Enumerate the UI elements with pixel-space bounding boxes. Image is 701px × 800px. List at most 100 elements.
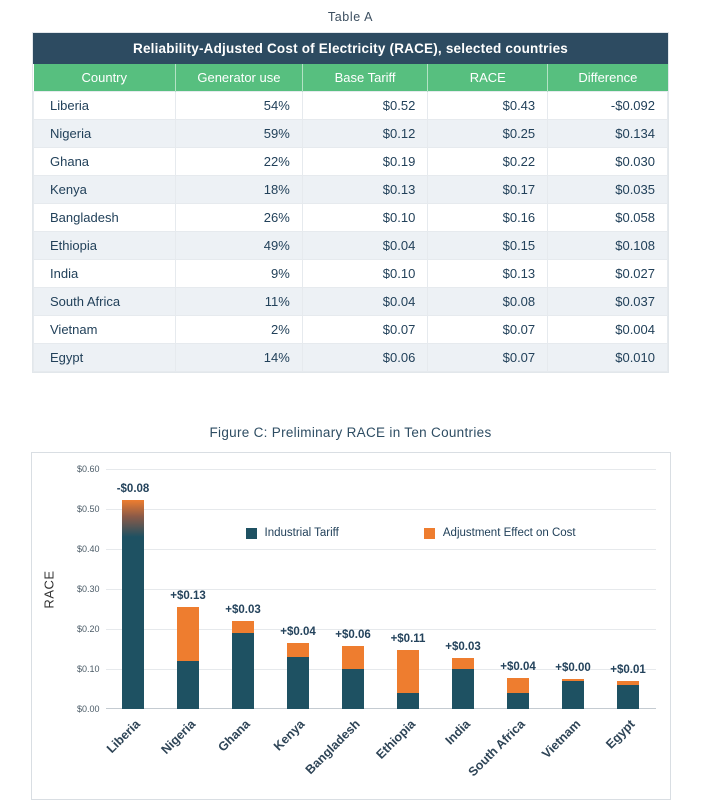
bar-annotation-india: +$0.03 xyxy=(445,641,481,654)
bar-annotation-nigeria: +$0.13 xyxy=(170,590,206,603)
bar-segment-tariff xyxy=(232,633,254,709)
value-cell: $0.43 xyxy=(427,91,549,120)
y-tick-label: $0.10 xyxy=(76,664,100,674)
value-cell: 59% xyxy=(175,119,303,148)
table-header-row: Country Generator use Base Tariff RACE Diffe… xyxy=(33,64,668,92)
bar-annotation-ghana: +$0.03 xyxy=(225,604,261,616)
bar-annotation-bangladesh: +$0.06 xyxy=(335,628,371,641)
x-label-nigeria: Nigeria xyxy=(158,717,198,757)
bar-annotation-south-africa: +$0.04 xyxy=(500,661,536,674)
legend-item-industrial-tariff: Industrial Tariff xyxy=(245,527,339,539)
column-header-difference: Difference xyxy=(547,64,668,92)
bar-segment-tariff xyxy=(397,693,419,709)
value-cell: $0.16 xyxy=(427,203,549,232)
race-table: Reliability-Adjusted Cost of Electricity… xyxy=(32,32,669,373)
y-tick-label: $0.60 xyxy=(76,464,100,474)
bar-segment-adjustment xyxy=(342,645,364,669)
column-header-base-tariff: Base Tariff xyxy=(301,64,428,92)
bar-segment-adjustment xyxy=(397,649,419,693)
y-axis-label-text: RACE xyxy=(42,569,57,609)
country-cell: South Africa xyxy=(32,287,177,316)
x-label-vietnam: Vietnam xyxy=(538,717,583,762)
x-label-egypt: Egypt xyxy=(603,717,638,752)
value-cell: $0.13 xyxy=(427,259,549,288)
y-tick-label: $0.50 xyxy=(76,504,100,514)
x-label-liberia: Liberia xyxy=(104,717,143,756)
table-row-vietnam: Vietnam 2% $0.07 $0.07 $0.004 xyxy=(32,315,668,344)
bar-segment-tariff xyxy=(177,661,199,709)
y-tick-label: $0.20 xyxy=(76,624,100,634)
value-cell: $0.08 xyxy=(427,287,549,316)
bar-south-africa xyxy=(507,678,529,709)
value-cell: $0.07 xyxy=(301,315,429,344)
value-cell: 2% xyxy=(175,315,303,344)
bar-nigeria xyxy=(177,607,199,709)
value-cell: $0.10 xyxy=(301,203,429,232)
bar-segment-tariff xyxy=(452,669,474,709)
table-caption: Table A xyxy=(327,10,374,24)
table-row-nigeria: Nigeria 59% $0.12 $0.25 $0.134 xyxy=(32,119,668,148)
value-cell: -$0.092 xyxy=(547,91,668,120)
country-cell: Egypt xyxy=(32,343,177,372)
bar-segment-adjustment xyxy=(122,500,144,537)
value-cell: $0.19 xyxy=(301,147,429,176)
bar-egypt xyxy=(617,681,639,709)
table-row-liberia: Liberia 54% $0.52 $0.43 -$0.092 xyxy=(32,91,668,120)
country-cell: Ethiopia xyxy=(32,231,177,260)
adjustment-effect-swatch-icon xyxy=(423,527,435,539)
country-cell: Nigeria xyxy=(32,119,177,148)
bar-annotation-kenya: +$0.04 xyxy=(280,626,316,638)
value-cell: 22% xyxy=(175,147,303,176)
value-cell: $0.13 xyxy=(301,175,429,204)
value-cell: $0.10 xyxy=(301,259,429,288)
bar-liberia xyxy=(122,500,144,709)
bar-bangladesh xyxy=(342,645,364,709)
legend-label: Industrial Tariff xyxy=(264,527,339,539)
x-label-ethiopia: Ethiopia xyxy=(373,717,418,762)
bar-kenya xyxy=(287,643,309,709)
bar-segment-tariff xyxy=(562,681,584,709)
plot-area: Industrial Tariff Adjustment Effect on C… xyxy=(105,469,656,709)
x-label-south-africa: South Africa xyxy=(465,717,528,780)
value-cell: 54% xyxy=(175,91,303,120)
table-row-south-africa: South Africa 11% $0.04 $0.08 $0.037 xyxy=(32,287,668,316)
industrial-tariff-swatch-icon xyxy=(245,527,257,539)
value-cell: $0.06 xyxy=(301,343,429,372)
bar-ghana xyxy=(232,621,254,709)
gridline xyxy=(105,669,656,670)
country-cell: Liberia xyxy=(32,91,177,120)
value-cell: $0.17 xyxy=(427,175,549,204)
bar-segment-adjustment xyxy=(562,679,584,681)
x-label-bangladesh: Bangladesh xyxy=(302,717,363,778)
bar-segment-adjustment xyxy=(177,607,199,661)
gridline xyxy=(105,589,656,590)
bar-vietnam xyxy=(562,679,584,709)
table-row-ethiopia: Ethiopia 49% $0.04 $0.15 $0.108 xyxy=(32,231,668,260)
value-cell: $0.004 xyxy=(547,315,668,344)
x-axis-labels: Liberia Nigeria Ghana Kenya Bangladesh Ethiop… xyxy=(104,709,656,795)
gridline xyxy=(105,549,656,550)
value-cell: 9% xyxy=(175,259,303,288)
gridline xyxy=(105,509,656,510)
chart-legend: Industrial Tariff Adjustment Effect on C… xyxy=(245,527,576,539)
bar-segment-adjustment xyxy=(617,681,639,685)
bar-segment-adjustment xyxy=(452,658,474,669)
value-cell: $0.035 xyxy=(547,175,668,204)
value-cell: $0.12 xyxy=(301,119,429,148)
bar-annotation-ethiopia: +$0.11 xyxy=(390,632,426,645)
y-axis-ticks: $0.00 $0.10 $0.20 $0.30 $0.40 $0.50 $0.60 xyxy=(62,464,106,714)
bar-segment-tariff xyxy=(287,657,309,709)
value-cell: $0.030 xyxy=(547,147,668,176)
y-axis-label: RACE xyxy=(38,469,62,709)
bar-annotation-vietnam: +$0.00 xyxy=(555,662,591,675)
table-title: Reliability-Adjusted Cost of Electricity… xyxy=(33,33,668,64)
legend-item-adjustment-effect: Adjustment Effect on Cost xyxy=(423,527,576,539)
country-cell: Bangladesh xyxy=(32,203,177,232)
bar-segment-tariff xyxy=(122,537,144,709)
value-cell: $0.010 xyxy=(547,343,668,372)
country-cell: Vietnam xyxy=(32,315,177,344)
value-cell: 11% xyxy=(175,287,303,316)
value-cell: $0.22 xyxy=(427,147,549,176)
value-cell: $0.07 xyxy=(427,343,549,372)
